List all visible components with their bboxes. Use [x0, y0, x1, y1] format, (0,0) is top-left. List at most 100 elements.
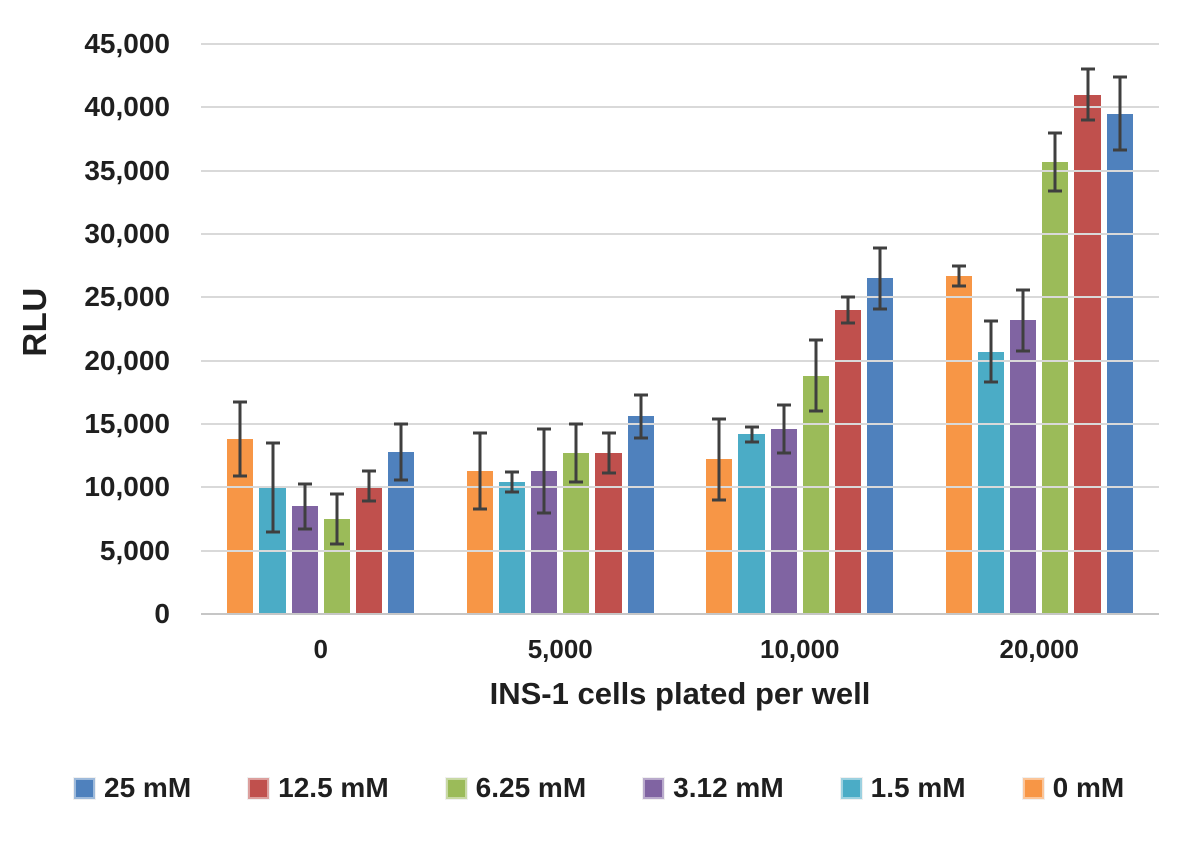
bar-group-20-000: [920, 44, 1160, 614]
bar-slot-25-mm: [388, 44, 415, 614]
error-bar: [335, 493, 339, 545]
error-bar-cap: [394, 478, 409, 482]
bar-6.25-mm-20-000: [1042, 161, 1069, 614]
error-bar-cap: [1016, 349, 1031, 353]
error-bar: [878, 247, 882, 309]
y-tick-label: 5,000: [99, 534, 170, 566]
error-bar-cap: [712, 498, 727, 502]
error-bar-cap: [601, 431, 616, 435]
bars-container: [706, 44, 894, 614]
error-bar-cap: [1080, 67, 1095, 71]
gridline: [201, 296, 1159, 299]
error-bar-cap: [472, 507, 487, 511]
error-bar: [367, 470, 371, 502]
bar-slot-3.12-mm: [1010, 44, 1037, 614]
y-tick-label: 10,000: [84, 471, 170, 503]
bar-group-0: [201, 44, 441, 614]
error-bar-cap: [394, 422, 409, 426]
error-bar: [607, 432, 611, 474]
y-tick-label: 25,000: [84, 281, 170, 313]
legend: 25 mM 12.5 mM 6.25 mM 3.12 mM 1.5 mM 0 mM: [74, 772, 1180, 804]
gridline: [201, 106, 1159, 109]
error-bar-cap: [1112, 148, 1127, 152]
error-bar: [542, 429, 546, 513]
x-axis-title: INS-1 cells plated per well: [489, 676, 871, 711]
y-tick-label: 0: [154, 598, 170, 629]
y-tick-label: 40,000: [84, 91, 170, 123]
error-bar-cap: [1112, 75, 1127, 79]
legend-swatch-icon: [74, 777, 95, 799]
bar-slot-3.12-mm: [770, 44, 797, 614]
legend-label: 0 mM: [1052, 772, 1125, 803]
bar-group-10-000: [680, 44, 920, 614]
error-bar-cap: [633, 436, 648, 440]
error-bar-cap: [329, 542, 344, 546]
legend-swatch-icon: [840, 777, 862, 799]
bar-slot-0-mm: [466, 44, 493, 614]
bar-slot-12.5-mm: [595, 44, 622, 614]
plot-groups: [201, 44, 1159, 614]
bar-6.25-mm-10-000: [802, 375, 829, 614]
bar-slot-6.25-mm: [563, 44, 590, 614]
error-bar: [1053, 132, 1057, 191]
error-bar-cap: [362, 499, 377, 503]
error-bar: [510, 472, 514, 493]
error-bar-cap: [984, 319, 998, 323]
error-bar-cap: [265, 530, 280, 534]
gridline: [201, 233, 1159, 235]
bar-slot-0-mm: [945, 44, 972, 614]
y-axis-labels: 0 5,000 10,000 15,000 20,000 25,000 30,000 35,0…: [0, 28, 178, 629]
error-bar-cap: [1016, 288, 1031, 292]
gridline: [201, 613, 1159, 615]
bar-25-mm-5-000: [627, 416, 654, 614]
error-bar-cap: [776, 451, 791, 455]
error-bar: [989, 321, 993, 383]
bar-slot-0-mm: [227, 44, 254, 614]
y-tick-label: 45,000: [84, 28, 170, 59]
error-bar-cap: [633, 393, 648, 397]
error-bar-cap: [808, 338, 823, 342]
bar-slot-25-mm: [627, 44, 654, 614]
error-bar-cap: [1080, 118, 1095, 122]
bar-12.5-mm-20-000: [1074, 94, 1101, 614]
error-bar-cap: [744, 440, 759, 444]
legend-label: 3.12 mM: [673, 772, 784, 803]
bar-12.5-mm-5-000: [595, 453, 622, 614]
bar-slot-12.5-mm: [834, 44, 862, 614]
bar-group-5-000: [441, 44, 681, 614]
bar-slot-12.5-mm: [355, 44, 383, 614]
bars-container: [945, 44, 1133, 614]
bar-slot-12.5-mm: [1074, 44, 1101, 614]
bar-3.12-mm-20-000: [1010, 320, 1037, 614]
error-bar-cap: [505, 490, 519, 494]
error-bar: [782, 405, 786, 454]
error-bar: [303, 483, 307, 530]
error-bar: [639, 394, 643, 438]
bar-slot-6.25-mm: [802, 44, 829, 614]
bar-1.5-mm-10-000: [738, 434, 765, 614]
bar-slot-1.5-mm: [498, 44, 526, 614]
legend-swatch-icon: [445, 777, 467, 799]
error-bar: [1118, 76, 1122, 151]
x-tick-label: 10,000: [759, 634, 840, 664]
error-bar-cap: [841, 295, 856, 299]
error-bar-cap: [505, 470, 519, 474]
x-tick-label: 20,000: [999, 634, 1080, 664]
bar-slot-1.5-mm: [738, 44, 765, 614]
error-bar-cap: [1048, 131, 1063, 135]
error-bar-cap: [808, 409, 823, 413]
plot-area: [201, 43, 1159, 615]
legend-item-12.5-mm: 12.5 mM: [248, 772, 389, 804]
bar-slot-1.5-mm: [977, 44, 1005, 614]
error-bar-cap: [873, 246, 888, 250]
error-bar-cap: [233, 400, 248, 404]
error-bar: [399, 424, 403, 480]
error-bar: [1021, 289, 1025, 351]
legend-label: 1.5 mM: [870, 772, 966, 803]
gridline: [201, 423, 1159, 425]
y-tick-label: 15,000: [84, 408, 170, 439]
bar-slot-25-mm: [1106, 44, 1133, 614]
bars-container: [466, 44, 654, 614]
x-axis-labels: 0 5,000 10,000 20,000: [201, 634, 1159, 665]
bar-12.5-mm-10-000: [834, 310, 862, 614]
